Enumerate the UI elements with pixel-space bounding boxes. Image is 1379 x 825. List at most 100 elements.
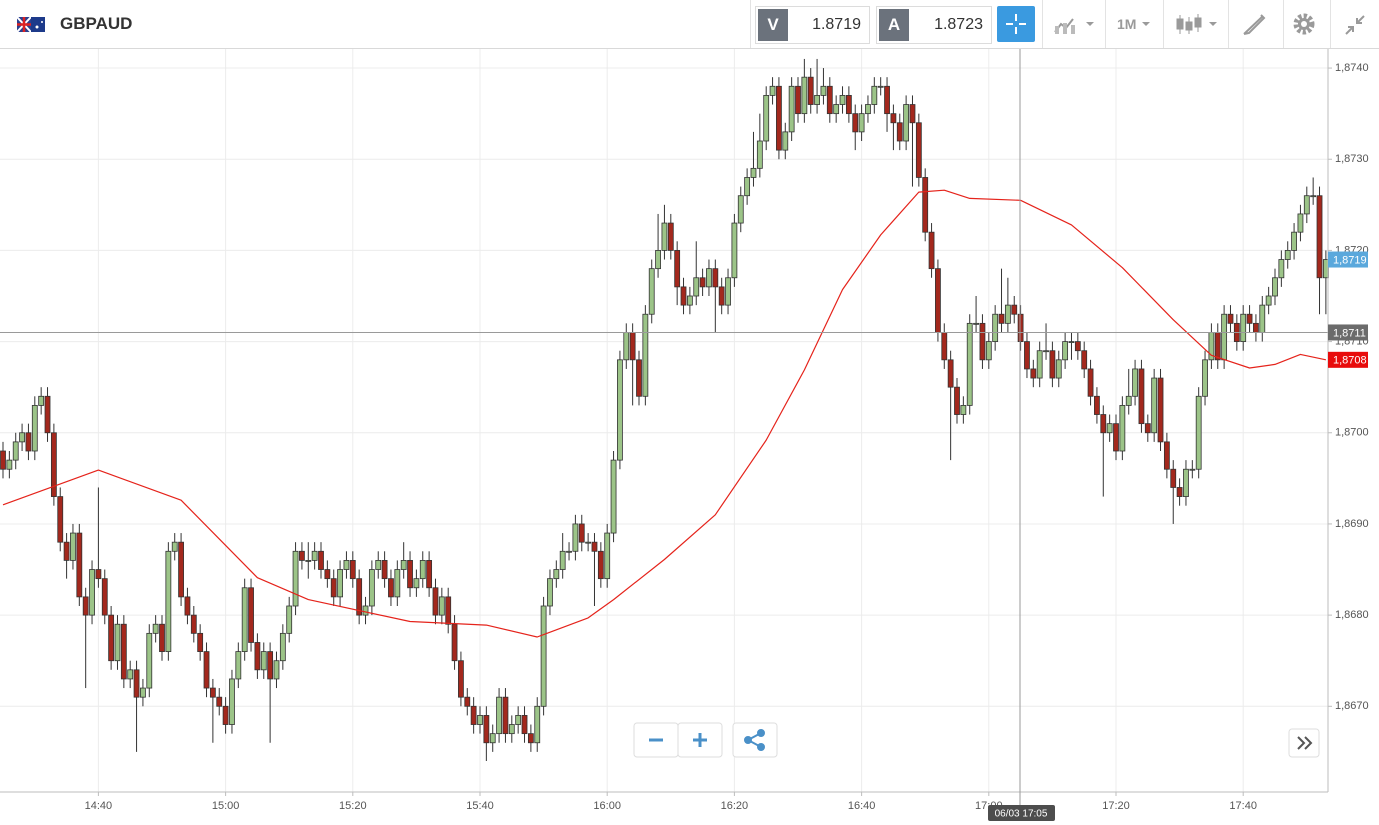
candle-body	[534, 705, 541, 744]
candle-body	[1100, 414, 1107, 434]
price-marker-label: 1,8711	[1333, 327, 1366, 339]
timeframe[interactable]: 1M	[1117, 16, 1137, 32]
candle-body	[12, 441, 19, 461]
candle-body	[101, 578, 108, 616]
candle-body	[19, 432, 25, 443]
x-tick-label: 17:20	[1102, 800, 1130, 812]
candle-body	[1106, 423, 1113, 434]
chevron-icon	[1297, 736, 1313, 750]
candle-body	[318, 550, 324, 570]
candle-body	[1259, 304, 1266, 333]
candle-body	[884, 85, 890, 115]
candle-body	[795, 85, 801, 115]
candle-body	[966, 322, 973, 406]
candle-body	[133, 669, 140, 698]
candle-body	[826, 85, 833, 115]
draw-tool-button[interactable]	[1241, 12, 1267, 38]
candle-body	[1176, 487, 1183, 497]
candle-body	[305, 560, 312, 562]
candle-type-button[interactable]	[1176, 12, 1222, 38]
candle-body	[273, 660, 280, 680]
candle-body	[572, 523, 579, 552]
candle-body	[1055, 359, 1062, 379]
candle-body	[38, 395, 45, 406]
candle-body	[610, 459, 617, 534]
candle-body	[521, 715, 528, 735]
candle-body	[1272, 277, 1278, 297]
candle-body	[973, 322, 979, 325]
candle-body	[1170, 468, 1177, 488]
candle-body	[648, 268, 655, 315]
candle-body	[839, 95, 846, 105]
candle-body	[1189, 468, 1196, 471]
candle-body	[152, 623, 159, 634]
candle-body	[833, 104, 840, 115]
candle-body	[1068, 341, 1075, 343]
ask-box[interactable]: A 1.8723	[876, 6, 992, 44]
candle-body	[553, 569, 560, 580]
candle-body	[674, 250, 681, 288]
candle-body	[140, 687, 146, 698]
candle-body	[1036, 350, 1043, 379]
candle-body	[197, 632, 204, 652]
candle-body	[381, 560, 388, 580]
candle-body	[292, 550, 299, 607]
candle-body	[458, 660, 464, 698]
candle-body	[769, 85, 776, 96]
candle-body	[1151, 377, 1158, 434]
candle-body	[120, 623, 127, 680]
crosshair-button[interactable]	[997, 6, 1035, 42]
candle-body	[508, 724, 515, 735]
candle-body	[903, 104, 910, 142]
candle-body	[680, 286, 687, 306]
separator	[750, 0, 751, 48]
candle-body	[1240, 313, 1247, 342]
candle-body	[394, 569, 401, 598]
candle-body	[489, 733, 496, 744]
candle-body	[591, 541, 598, 552]
candle-body	[388, 578, 394, 598]
candle-body	[686, 295, 693, 306]
candle-body	[362, 605, 369, 616]
settings-button[interactable]	[1292, 12, 1316, 36]
candle-body	[184, 596, 191, 616]
candle-body	[1221, 313, 1228, 361]
candle-body	[496, 696, 502, 735]
candle-body	[1195, 395, 1202, 470]
chart-type-button[interactable]	[1053, 14, 1099, 36]
symbol: GBPAUD	[60, 14, 133, 33]
candle-body	[477, 715, 483, 725]
candle-body	[248, 587, 254, 643]
minimize-button[interactable]	[1343, 13, 1367, 37]
candle-body	[725, 277, 731, 306]
x-tick-label: 15:20	[339, 800, 367, 812]
y-tick-label: 1,8740	[1335, 62, 1369, 74]
candle-body	[1017, 313, 1024, 342]
candle-body	[311, 550, 318, 561]
candle-body	[1081, 350, 1088, 370]
candle-body	[209, 687, 216, 698]
candle-body	[286, 605, 293, 634]
candle-body	[699, 277, 706, 288]
candle-body	[343, 560, 350, 570]
candle-body	[190, 614, 197, 634]
candle-body	[407, 560, 413, 589]
candle-body	[368, 569, 375, 607]
candle-body	[1004, 304, 1011, 324]
separator	[1105, 0, 1106, 48]
candle-body	[178, 541, 184, 598]
candle-body	[57, 496, 64, 543]
y-tick-label: 1,8670	[1335, 700, 1369, 712]
candle-body	[1043, 350, 1049, 353]
candle-body	[941, 332, 948, 361]
share-button[interactable]	[732, 722, 778, 758]
candle-body	[807, 76, 814, 105]
candle-body	[235, 651, 242, 680]
candle-body	[31, 405, 38, 452]
candle-body	[1297, 213, 1304, 233]
crosshair-time-box	[988, 805, 1055, 821]
candle-body	[922, 177, 929, 233]
candle-body	[623, 332, 630, 361]
candle-body	[712, 268, 719, 288]
bid-box[interactable]: V 1.8719	[755, 6, 870, 44]
